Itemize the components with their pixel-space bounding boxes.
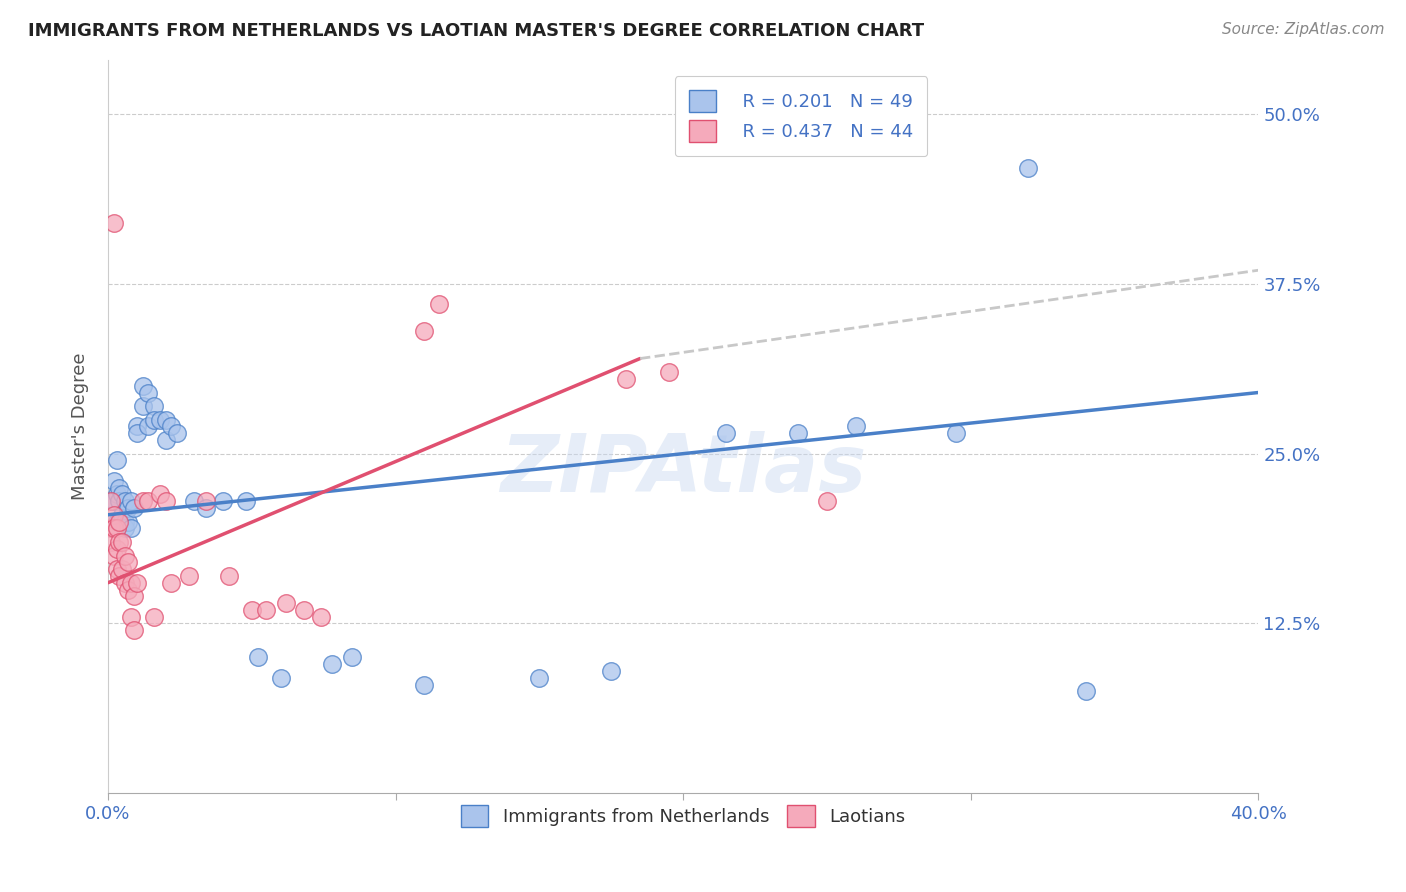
Point: [105, 453, 128, 467]
Point: [120, 521, 142, 535]
Point: [108, 569, 131, 583]
Point: [105, 541, 128, 556]
Point: [100, 521, 122, 535]
Point: [120, 609, 142, 624]
Point: [218, 569, 240, 583]
Point: [114, 521, 136, 535]
Point: [103, 474, 125, 488]
Point: [120, 494, 142, 508]
Point: [945, 426, 967, 441]
Point: [114, 549, 136, 563]
Point: [1074, 684, 1097, 698]
Point: [160, 419, 183, 434]
Point: [117, 501, 139, 516]
Point: [105, 562, 128, 576]
Point: [122, 590, 145, 604]
Point: [108, 515, 131, 529]
Point: [166, 426, 188, 441]
Point: [108, 494, 131, 508]
Point: [845, 419, 868, 434]
Point: [111, 508, 134, 522]
Text: IMMIGRANTS FROM NETHERLANDS VS LAOTIAN MASTER'S DEGREE CORRELATION CHART: IMMIGRANTS FROM NETHERLANDS VS LAOTIAN M…: [28, 22, 924, 40]
Point: [254, 603, 277, 617]
Point: [155, 494, 177, 508]
Point: [413, 324, 436, 338]
Point: [103, 216, 125, 230]
Point: [155, 433, 177, 447]
Point: [114, 515, 136, 529]
Point: [212, 494, 235, 508]
Point: [131, 494, 153, 508]
Point: [292, 603, 315, 617]
Point: [136, 385, 159, 400]
Point: [240, 603, 263, 617]
Point: [342, 650, 364, 665]
Point: [131, 399, 153, 413]
Point: [136, 494, 159, 508]
Point: [125, 426, 148, 441]
Legend: Immigrants from Netherlands, Laotians: Immigrants from Netherlands, Laotians: [453, 796, 914, 836]
Point: [183, 494, 205, 508]
Point: [108, 535, 131, 549]
Point: [155, 412, 177, 426]
Point: [122, 501, 145, 516]
Point: [270, 671, 292, 685]
Point: [108, 515, 131, 529]
Point: [114, 575, 136, 590]
Point: [100, 535, 122, 549]
Point: [100, 494, 122, 508]
Point: [108, 481, 131, 495]
Y-axis label: Master's Degree: Master's Degree: [72, 352, 89, 500]
Point: [194, 501, 217, 516]
Point: [103, 521, 125, 535]
Point: [117, 515, 139, 529]
Text: Source: ZipAtlas.com: Source: ZipAtlas.com: [1222, 22, 1385, 37]
Point: [1017, 161, 1039, 176]
Text: ZIPAtlas: ZIPAtlas: [501, 432, 866, 509]
Point: [658, 365, 681, 379]
Point: [143, 609, 166, 624]
Point: [111, 487, 134, 501]
Point: [427, 297, 450, 311]
Point: [105, 487, 128, 501]
Point: [131, 378, 153, 392]
Point: [160, 575, 183, 590]
Point: [600, 664, 623, 678]
Point: [177, 569, 200, 583]
Point: [105, 515, 128, 529]
Point: [103, 549, 125, 563]
Point: [143, 399, 166, 413]
Point: [120, 575, 142, 590]
Point: [125, 419, 148, 434]
Point: [122, 624, 145, 638]
Point: [787, 426, 810, 441]
Point: [136, 419, 159, 434]
Point: [114, 494, 136, 508]
Point: [716, 426, 738, 441]
Point: [194, 494, 217, 508]
Point: [100, 494, 122, 508]
Point: [529, 671, 551, 685]
Point: [309, 609, 332, 624]
Point: [413, 678, 436, 692]
Point: [103, 508, 125, 522]
Point: [143, 412, 166, 426]
Point: [235, 494, 257, 508]
Point: [103, 494, 125, 508]
Point: [125, 575, 148, 590]
Point: [149, 487, 172, 501]
Point: [321, 657, 343, 672]
Point: [105, 521, 128, 535]
Point: [276, 596, 298, 610]
Point: [117, 555, 139, 569]
Point: [246, 650, 269, 665]
Point: [815, 494, 838, 508]
Point: [149, 412, 172, 426]
Point: [111, 562, 134, 576]
Point: [117, 582, 139, 597]
Point: [614, 372, 637, 386]
Point: [111, 535, 134, 549]
